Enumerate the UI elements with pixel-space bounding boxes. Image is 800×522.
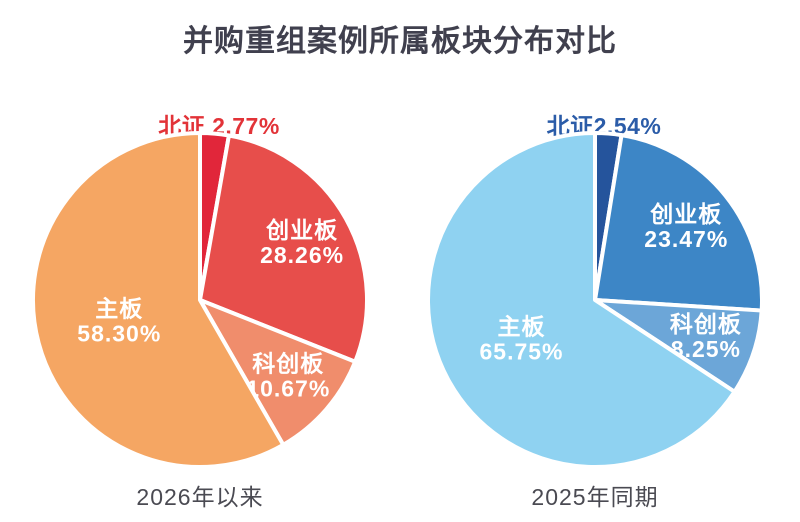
pie-caption-2026: 2026年以来 [136, 484, 264, 510]
slice-label-科创板: 科创板 10.67% [246, 351, 330, 402]
chart-title: 并购重组案例所属板块分布对比 [183, 25, 617, 58]
pie-slice-创业板 [593, 133, 765, 313]
pie-chart-2025: 北证2.54% 创业板 23.47% 科创板 8.25% 主板 65.75% 2025年同… [415, 113, 775, 510]
slice-label-主板: 主板 65.75% [479, 314, 563, 365]
pie-svg-2026: 创业板 28.26% 科创板 10.67% 主板 58.30% [31, 130, 370, 469]
slice-label-创业板: 创业板 28.26% [260, 217, 344, 268]
pie-slice-主板 [31, 131, 286, 469]
pie-slice-主板 [426, 131, 737, 469]
pie-caption-2025: 2025年同期 [531, 484, 659, 510]
pie-slice-创业板 [198, 133, 370, 364]
slice-label-主板: 主板 58.30% [77, 296, 161, 347]
pie-chart-2026: 北证 2.77% 创业板 28.26% 科创板 10.67% 主板 58.30% 2026… [20, 113, 380, 510]
pie-svg-2025: 创业板 23.47%科创板 8.25%主板 65.75% [426, 130, 765, 469]
pie-slice-科创板 [198, 298, 358, 447]
slice-label-创业板: 创业板 23.47% [644, 201, 728, 252]
